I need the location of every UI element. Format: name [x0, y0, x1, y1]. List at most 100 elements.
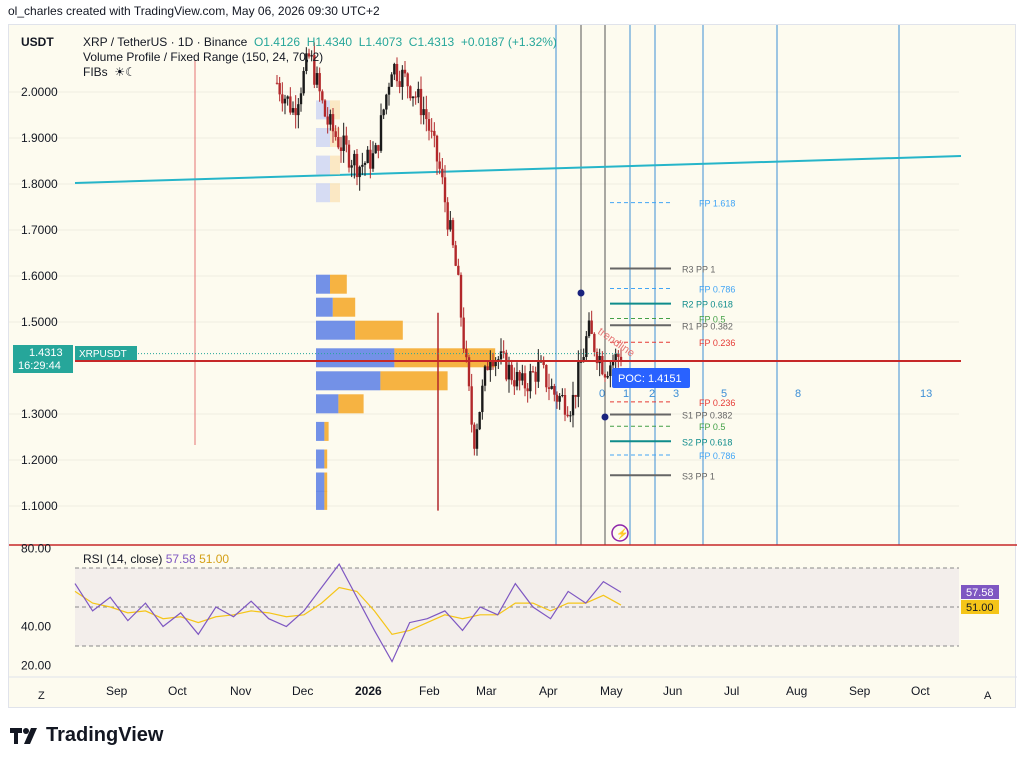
candle-body [574, 394, 577, 397]
x-tick-label: Oct [168, 684, 187, 698]
volume-profile-upper-bar [330, 155, 340, 175]
candle-body [534, 371, 537, 382]
candle-body [387, 86, 391, 95]
candle-body [577, 362, 580, 397]
brand-footer[interactable]: TradingView [10, 724, 163, 747]
candle-body [598, 355, 601, 364]
candle-body [481, 385, 484, 413]
candle-body [430, 130, 433, 132]
candle-body [587, 320, 591, 337]
symbol-title[interactable]: XRP / TetherUS · 1D · Binance [83, 35, 248, 49]
volume-profile-sell-bar [355, 320, 403, 340]
volume-profile-legend[interactable]: Volume Profile / Fixed Range (150, 24, 7… [83, 50, 324, 64]
candle-body [321, 91, 324, 101]
candle-body [454, 245, 457, 266]
fib-time-label: 0 [599, 388, 605, 400]
currency-label[interactable]: USDT [21, 35, 54, 49]
volume-profile-upper-bar [316, 183, 330, 203]
candle-body [339, 147, 343, 151]
candle-body [334, 131, 337, 138]
candle-body [451, 220, 455, 246]
candle-body [523, 373, 527, 389]
x-tick-label: Jul [724, 684, 739, 698]
candle-body [358, 166, 361, 178]
candle-body [331, 114, 335, 132]
lightning-event-icon[interactable] [611, 524, 629, 542]
x-tick-label: Dec [292, 684, 313, 698]
fib-level-label: FP 0.236 [699, 398, 735, 408]
candle-body [411, 96, 415, 99]
y-tick-label: 2.0000 [21, 85, 58, 99]
cyan-trendline[interactable] [74, 155, 962, 184]
volume-profile-buy-bar [316, 348, 395, 368]
candle-body [547, 387, 551, 389]
last-price-tag[interactable] [13, 345, 73, 373]
candle-body [377, 145, 380, 151]
candle-body [590, 320, 593, 334]
chart-frame[interactable]: 2.0000 1.9000 1.8000 1.7000 1.6000 1.5000 1.30… [8, 24, 1017, 709]
candle-body [355, 153, 359, 178]
candle-body [329, 114, 332, 125]
pivot-level-label: R3 PP 1 [682, 265, 715, 275]
candle-body [406, 73, 409, 87]
candle-body [345, 135, 348, 145]
y-tick-label: 1.8000 [21, 177, 58, 191]
x-tick-label: Aug [786, 684, 807, 698]
volume-profile-sell-bar [394, 348, 496, 368]
candle-body [507, 364, 511, 380]
marker-dot [577, 289, 585, 297]
candle-body [347, 144, 351, 168]
rsi-ma-value: 51.00 [199, 552, 230, 566]
candle-body [350, 165, 353, 168]
fib-time-label: 3 [673, 388, 679, 400]
rsi-legend[interactable]: RSI (14, close) 57.58 51.00 [83, 552, 229, 566]
candle-body [449, 220, 452, 230]
candle-body [499, 351, 503, 360]
candle-body [353, 153, 356, 166]
candle-body [363, 163, 367, 165]
candle-body [497, 359, 500, 361]
chart-canvas[interactable]: 2.0000 1.9000 1.8000 1.7000 1.6000 1.5000 1.30… [9, 25, 1017, 709]
rsi-value-tag-label: 57.58 [966, 587, 994, 599]
candle-body [585, 336, 588, 357]
candle-body [558, 396, 561, 402]
volume-profile-sell-bar [330, 274, 347, 294]
candle-body [494, 360, 497, 367]
candle-body [595, 351, 599, 364]
candle-body [505, 352, 508, 380]
candle-body [617, 353, 620, 357]
fib-time-label: 2 [649, 388, 655, 400]
fib-time-label: 5 [721, 388, 727, 400]
fib-level-label: FP 0.786 [699, 451, 735, 461]
fib-level-label: FP 0.5 [699, 422, 725, 432]
candle-body [545, 364, 548, 388]
candle-body [467, 357, 471, 387]
x-tick-label: Nov [230, 684, 251, 698]
candle-body [561, 395, 564, 397]
candle-body [409, 86, 412, 99]
y-tick-label: 1.7000 [21, 223, 58, 237]
zoom-button[interactable]: Z [38, 690, 45, 702]
volume-profile-sell-bar [324, 472, 328, 492]
fibs-legend[interactable]: FIBs ☀☾ [83, 65, 136, 79]
symbol-legend: XRP / TetherUS · 1D · Binance O1.4126 H1… [83, 35, 557, 49]
candle-body [374, 145, 377, 154]
candle-body [571, 394, 575, 416]
candle-body [609, 365, 612, 377]
auto-scale-button[interactable]: A [984, 690, 992, 702]
candle-body [427, 119, 431, 131]
candle-body [310, 55, 313, 57]
volume-profile-buy-bar [316, 421, 325, 441]
poc-label-box[interactable] [612, 368, 690, 388]
candle-body [318, 73, 321, 92]
candle-body [414, 96, 417, 98]
candle-body [593, 333, 596, 352]
candle-body [537, 361, 540, 382]
symbol-tag [75, 346, 137, 360]
volume-profile-upper-bar [330, 128, 340, 147]
sun-moon-icon: ☀☾ [111, 65, 136, 79]
y-tick-label: 1.2000 [21, 453, 58, 467]
ohlc-change: +0.0187 (+1.32%) [460, 35, 557, 49]
candle-body [601, 355, 604, 375]
candle-body [569, 415, 572, 417]
